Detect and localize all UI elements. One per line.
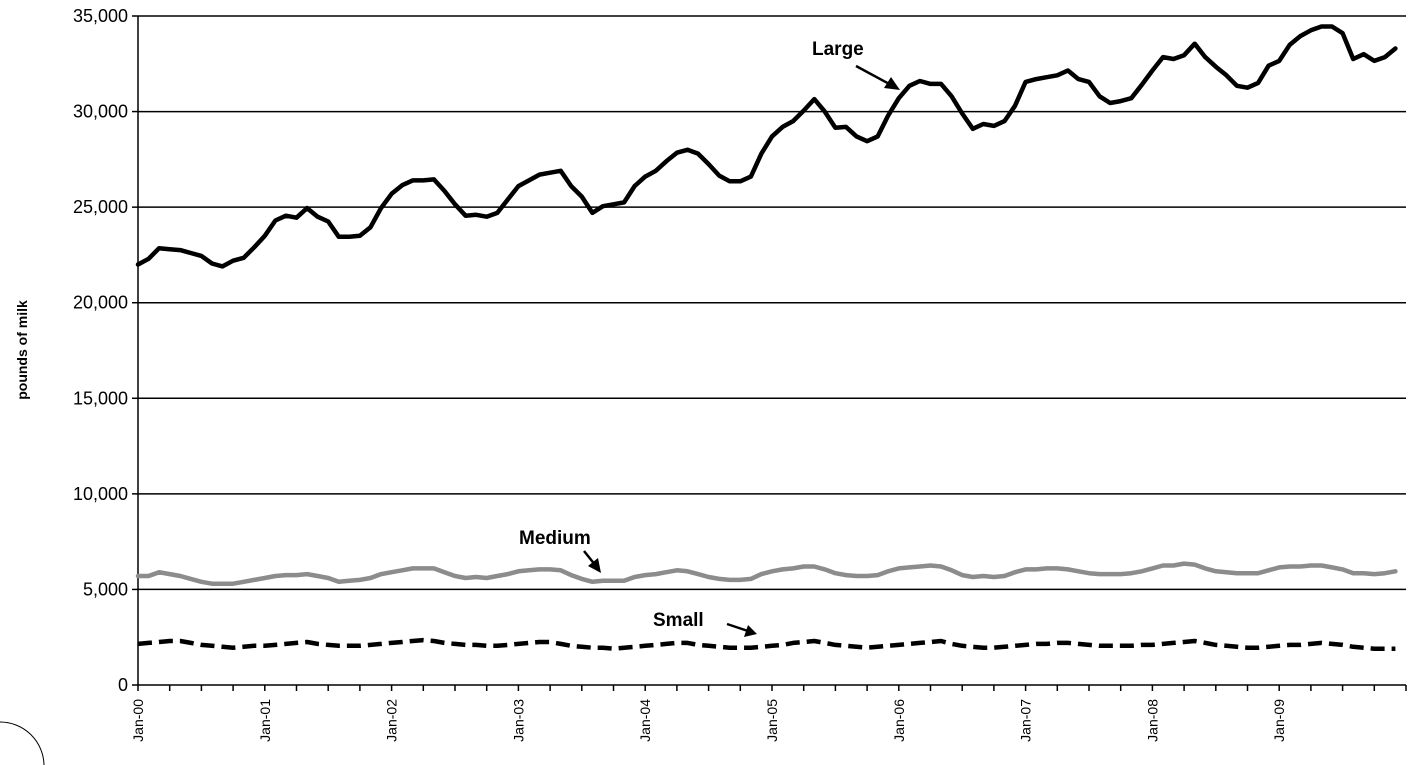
annotation-large-label: Large xyxy=(812,39,864,60)
x-tick-label: Jan-00 xyxy=(130,699,146,742)
annotation-small-label: Small xyxy=(653,610,704,631)
x-tick-label: Jan-01 xyxy=(257,699,273,742)
y-tick-label: 5,000 xyxy=(83,579,128,599)
y-tick-label: 25,000 xyxy=(73,197,128,217)
y-tick-label: 15,000 xyxy=(73,388,128,408)
y-tick-labels: 0 5,000 10,000 15,000 20,000 25,000 30,000 35,0… xyxy=(73,6,138,695)
x-tick-labels: Jan-00 Jan-01 Jan-02 Jan-03 Jan-04 Jan-05 Jan-… xyxy=(130,685,1406,742)
decorative-corner-arc xyxy=(0,722,44,765)
x-tick-label: Jan-05 xyxy=(764,699,780,742)
x-tick-label: Jan-09 xyxy=(1271,699,1287,742)
axes xyxy=(138,16,1406,685)
x-tick-label: Jan-07 xyxy=(1018,699,1034,742)
annotation-medium-arrow xyxy=(584,551,601,573)
x-tick-label: Jan-02 xyxy=(384,699,400,742)
series-line-medium xyxy=(138,564,1395,584)
gridlines xyxy=(138,16,1406,589)
x-tick-label: Jan-08 xyxy=(1144,699,1160,742)
y-tick-label: 20,000 xyxy=(73,293,128,313)
y-tick-label: 30,000 xyxy=(73,102,128,122)
series-line-large xyxy=(138,27,1395,267)
y-tick-label: 0 xyxy=(118,675,128,695)
y-tick-label: 10,000 xyxy=(73,484,128,504)
annotation-medium-label: Medium xyxy=(519,528,591,549)
x-tick-label: Jan-04 xyxy=(637,699,653,742)
y-axis-label: pounds of milk xyxy=(14,300,30,400)
annotation-small-arrow xyxy=(727,624,757,637)
series-lines xyxy=(138,27,1395,649)
y-tick-label: 35,000 xyxy=(73,6,128,26)
series-line-small xyxy=(138,640,1395,649)
x-tick-label: Jan-03 xyxy=(510,699,526,742)
x-tick-label: Jan-06 xyxy=(891,699,907,742)
annotation-large-arrow xyxy=(856,66,900,90)
